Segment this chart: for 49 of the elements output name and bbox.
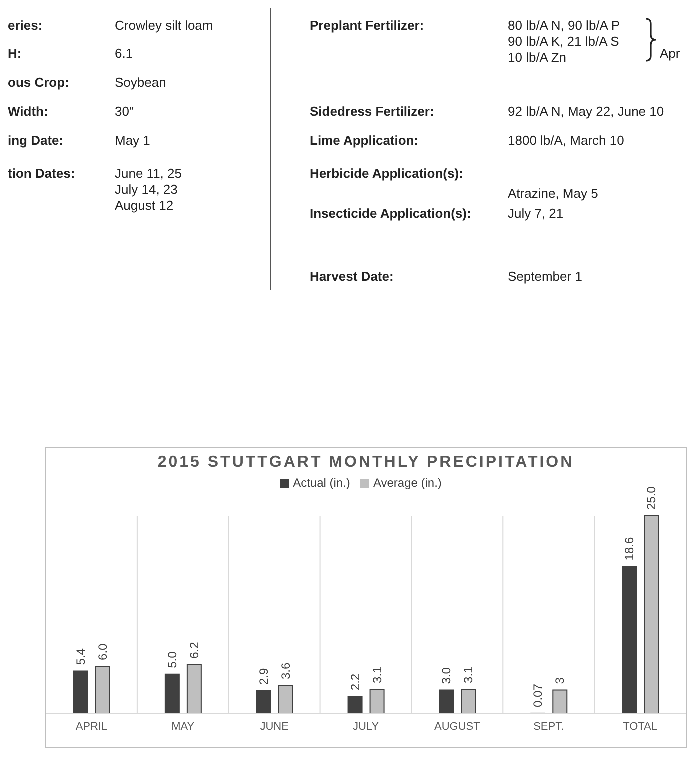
x-tick-label: TOTAL — [623, 720, 658, 733]
text: H: — [8, 46, 22, 62]
x-tick-label: APRIL — [76, 720, 108, 733]
legend-label: Actual (in.) — [293, 476, 350, 490]
chart-title: 2015 STUTTGART MONTHLY PRECIPITATION — [156, 454, 576, 472]
text: Preplant Fertilizer: — [310, 18, 424, 34]
text: 6.1 — [115, 46, 134, 62]
text: 1800 lb/A, March 10 — [508, 133, 624, 149]
data-label: 3.0 — [440, 667, 454, 684]
text: Herbicide Application(s): — [310, 166, 464, 182]
data-label: 6.2 — [187, 642, 202, 659]
data-label: 3.1 — [370, 666, 384, 684]
text: 80 lb/A N, 90 lb/A P 90 lb/A K, 21 lb/A S 10 lb/A Zn — [508, 18, 620, 66]
text: 92 lb/A N, May 22, June 10 — [508, 104, 664, 120]
x-tick-label: JULY — [352, 720, 380, 733]
text: 30" — [115, 104, 134, 120]
data-label: 5.4 — [74, 648, 88, 666]
data-label: 3 — [553, 677, 568, 684]
data-label: 18.6 — [622, 537, 637, 561]
x-tick-label: SEPT. — [534, 720, 564, 733]
data-label: 2.2 — [348, 674, 362, 691]
data-label: 5.0 — [165, 651, 180, 668]
text: Insecticide Application(s): — [310, 206, 472, 222]
text: tion Dates: — [8, 166, 76, 182]
text: Atrazine, May 5 — [508, 186, 598, 202]
text: Width: — [8, 104, 48, 120]
x-tick-label: JUNE — [260, 720, 289, 733]
data-label: 6.0 — [96, 643, 110, 660]
text: May 1 — [115, 133, 150, 149]
text: September 1 — [508, 269, 582, 285]
text: Crowley silt loam — [115, 18, 214, 34]
data-label: 3.6 — [278, 662, 293, 680]
data-label: 25.0 — [644, 486, 659, 510]
legend-label: Average (in.) — [373, 476, 442, 490]
data-label: 0.07 — [531, 684, 546, 708]
text: June 11, 25 July 14, 23 August 12 — [115, 166, 182, 214]
x-tick-label: MAY — [172, 720, 196, 733]
data-label: 3.1 — [462, 666, 476, 684]
text: Lime Application: — [310, 133, 419, 149]
data-label: 2.9 — [256, 668, 271, 686]
text: Apr — [660, 46, 680, 62]
text: Harvest Date: — [310, 269, 394, 285]
text: Sidedress Fertilizer: — [310, 104, 434, 120]
text: Soybean — [115, 75, 166, 91]
text: eries: — [8, 18, 43, 34]
x-tick-label: AUGUST — [434, 720, 481, 733]
text: ing Date: — [8, 133, 64, 149]
text: ous Crop: — [8, 75, 70, 91]
text: July 7, 21 — [508, 206, 564, 222]
